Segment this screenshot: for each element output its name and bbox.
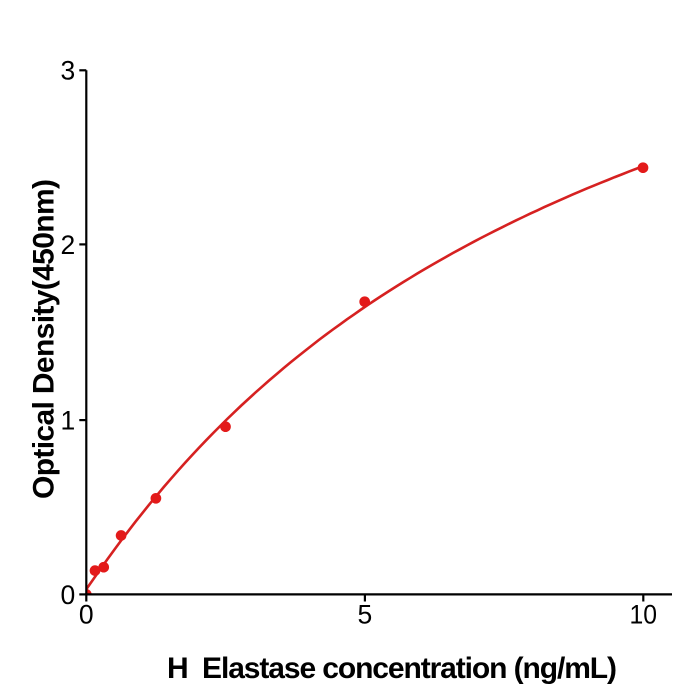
svg-text:1: 1 xyxy=(61,405,76,435)
svg-text:2: 2 xyxy=(61,230,76,260)
svg-text:H Elastase concentration (ng/: H Elastase concentration (ng/mL) xyxy=(167,652,617,685)
svg-text:Optical Density(450nm): Optical Density(450nm) xyxy=(27,179,60,499)
svg-text:0: 0 xyxy=(79,600,94,630)
svg-text:3: 3 xyxy=(61,55,76,85)
svg-text:5: 5 xyxy=(358,600,373,630)
svg-text:0: 0 xyxy=(61,580,76,610)
svg-text:10: 10 xyxy=(630,600,658,630)
